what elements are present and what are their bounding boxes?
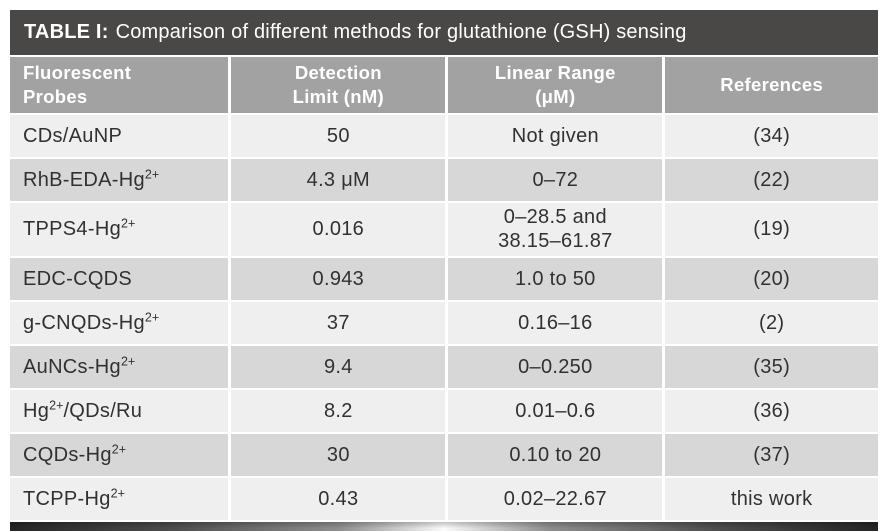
cell-probe: RhB-EDA-Hg2+: [10, 159, 232, 203]
column-header-fluorescent-probes: Fluorescent Probes: [10, 57, 232, 115]
table-row: Hg2+/QDs/Ru 8.2 0.01–0.6 (36): [10, 389, 878, 434]
table-row: CQDs-Hg2+ 30 0.10 to 20 (37): [10, 433, 878, 478]
cell-linear-range: Not given: [448, 115, 666, 159]
cell-detection-limit: 37: [231, 301, 449, 346]
column-header-references: References: [665, 57, 878, 115]
cell-reference: (36): [665, 389, 878, 434]
cell-linear-range: 0.01–0.6: [448, 389, 666, 434]
cell-reference: (19): [665, 203, 878, 258]
cell-linear-range: 1.0 to 50: [448, 257, 666, 302]
cell-reference: (2): [665, 301, 878, 346]
table-number-label: TABLE I:: [24, 21, 109, 43]
comparison-table: Fluorescent Probes Detection Limit (nM) …: [10, 57, 878, 522]
cell-probe: CDs/AuNP: [10, 115, 232, 159]
cell-detection-limit: 0.016: [231, 203, 449, 258]
cell-probe: Hg2+/QDs/Ru: [10, 389, 232, 434]
cell-detection-limit: 50: [231, 115, 449, 159]
cell-detection-limit: 30: [231, 433, 449, 478]
table-title-bar: TABLE I: Comparison of different methods…: [10, 10, 878, 55]
cell-detection-limit: 4.3 μM: [231, 159, 449, 203]
cell-linear-range: 0.10 to 20: [448, 433, 666, 478]
cell-probe: TPPS4-Hg2+: [10, 203, 232, 258]
table-bottom-shadow: [10, 521, 878, 531]
cell-linear-range: 0.02–22.67: [448, 477, 666, 522]
cell-reference: (37): [665, 433, 878, 478]
column-header-detection-limit: Detection Limit (nM): [231, 57, 449, 115]
cell-detection-limit: 9.4: [231, 345, 449, 390]
table-caption: Comparison of different methods for glut…: [115, 21, 687, 43]
cell-linear-range: 0–28.5 and 38.15–61.87: [448, 203, 666, 258]
cell-reference: this work: [665, 477, 878, 522]
header-row: Fluorescent Probes Detection Limit (nM) …: [10, 57, 878, 115]
cell-probe: g-CNQDs-Hg2+: [10, 301, 232, 346]
table-row: TCPP-Hg2+ 0.43 0.02–22.67 this work: [10, 477, 878, 522]
cell-detection-limit: 0.43: [231, 477, 449, 522]
table-row: AuNCs-Hg2+ 9.4 0–0.250 (35): [10, 345, 878, 390]
table-row: g-CNQDs-Hg2+ 37 0.16–16 (2): [10, 301, 878, 346]
cell-detection-limit: 0.943: [231, 257, 449, 302]
column-header-linear-range: Linear Range (μM): [448, 57, 666, 115]
cell-linear-range: 0–0.250: [448, 345, 666, 390]
table-row: EDC-CQDS 0.943 1.0 to 50 (20): [10, 257, 878, 302]
cell-probe: CQDs-Hg2+: [10, 433, 232, 478]
cell-detection-limit: 8.2: [231, 389, 449, 434]
cell-reference: (22): [665, 159, 878, 203]
table-panel: TABLE I: Comparison of different methods…: [10, 10, 878, 531]
cell-reference: (34): [665, 115, 878, 159]
cell-probe: AuNCs-Hg2+: [10, 345, 232, 390]
cell-reference: (35): [665, 345, 878, 390]
cell-linear-range: 0–72: [448, 159, 666, 203]
table-row: RhB-EDA-Hg2+ 4.3 μM 0–72 (22): [10, 159, 878, 203]
table-row: TPPS4-Hg2+ 0.016 0–28.5 and 38.15–61.87 …: [10, 203, 878, 258]
cell-linear-range: 0.16–16: [448, 301, 666, 346]
table-row: CDs/AuNP 50 Not given (34): [10, 115, 878, 159]
cell-reference: (20): [665, 257, 878, 302]
cell-probe: TCPP-Hg2+: [10, 477, 232, 522]
cell-probe: EDC-CQDS: [10, 257, 232, 302]
